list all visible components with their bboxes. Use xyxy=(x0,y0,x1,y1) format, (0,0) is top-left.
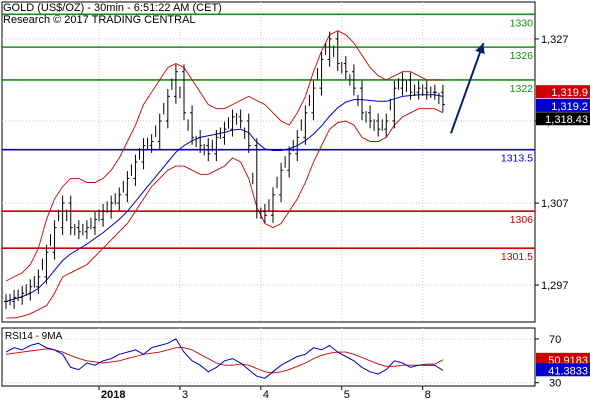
rsi-line xyxy=(5,338,444,379)
price-value-marker-label-2: 1,318.43 xyxy=(545,114,588,126)
bollinger-lower-line xyxy=(6,108,444,319)
price-y-tick-label-2: 1,307 xyxy=(541,198,569,210)
price-y-tick-label-0: 1,327 xyxy=(541,34,569,46)
price-value-marker-label-0: 1,319.9 xyxy=(551,87,588,99)
x-tick-label-1: 3 xyxy=(182,389,188,400)
rsi-value-marker-1 xyxy=(536,363,590,377)
price-value-marker-label-1: 1,319.2 xyxy=(551,101,588,113)
chart-copyright: Research © 2017 TRADING CENTRAL xyxy=(3,14,196,26)
rsi-y-tick-label-1: 30 xyxy=(549,378,561,390)
level-label-0: 1330 xyxy=(510,17,534,29)
price-value-marker-0 xyxy=(536,85,590,99)
rsi-y-tick-label-0: 70 xyxy=(549,334,561,346)
x-tick-label-4: 8 xyxy=(425,389,431,400)
level-label-5: 1301.5 xyxy=(501,251,533,263)
bollinger-upper-line xyxy=(5,30,443,282)
rsi-panel-frame xyxy=(1,327,536,387)
level-label-1: 1326 xyxy=(510,50,534,62)
rsi-title: RSI14 - 9MA xyxy=(5,331,63,342)
level-label-3: 1313.5 xyxy=(501,153,533,165)
price-y-tick-label-3: 1,297 xyxy=(541,280,569,292)
level-label-4: 1306 xyxy=(510,214,534,226)
price-value-marker-1 xyxy=(536,98,590,112)
trend-arrow-head xyxy=(475,43,485,55)
chart-title: GOLD (US$/OZ) - 30min - 6:51:22 AM (CET) xyxy=(3,2,222,14)
price-value-marker-2 xyxy=(536,112,590,126)
trend-arrow-line xyxy=(450,42,485,134)
price-panel-frame xyxy=(1,1,536,323)
level-label-2: 1322 xyxy=(510,83,534,95)
rsi-value-marker-label-1: 41.3833 xyxy=(548,365,588,377)
rsi-value-marker-0 xyxy=(536,352,590,366)
x-tick-label-2: 4 xyxy=(263,389,269,400)
x-tick-label-0: 2018 xyxy=(101,389,125,400)
x-tick-label-3: 5 xyxy=(344,389,350,400)
rsi-ma-line xyxy=(5,347,444,374)
